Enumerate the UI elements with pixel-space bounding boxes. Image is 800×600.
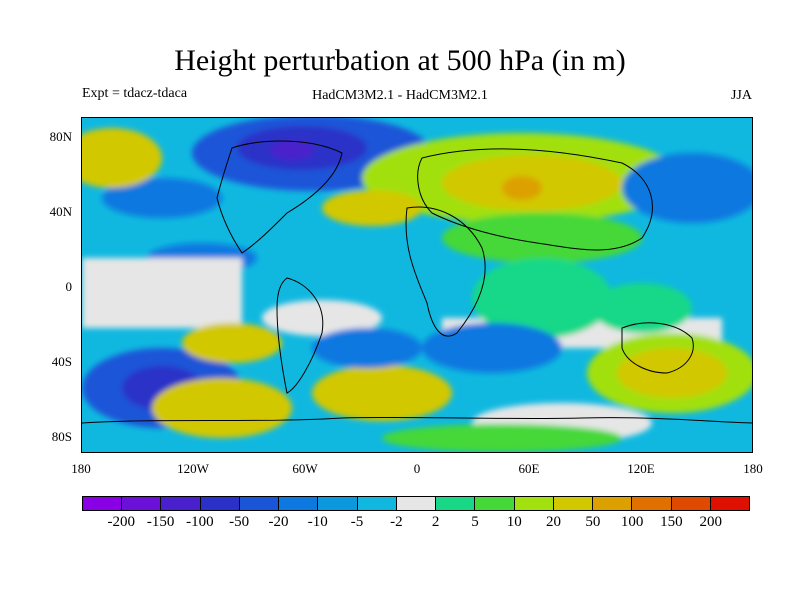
- legend-swatch: [710, 497, 749, 510]
- legend-swatch: [475, 497, 515, 510]
- chart-title: Height perturbation at 500 hPa (in m): [174, 44, 626, 77]
- height-perturbation-map: [82, 118, 752, 452]
- legend-label: -200: [107, 514, 136, 530]
- legend-swatch: [396, 497, 437, 510]
- legend-swatch: [161, 497, 201, 510]
- legend-label: 50: [585, 514, 601, 530]
- season-label: JJA: [730, 88, 752, 103]
- legend-swatch: [200, 497, 240, 510]
- lon-label-120w: 120W: [177, 461, 209, 476]
- lon-label-60e: 60E: [518, 461, 540, 476]
- lat-label-80n: 80N: [49, 129, 72, 144]
- legend-swatch: [514, 497, 554, 510]
- legend-swatch: [357, 497, 397, 510]
- lon-label-120e: 120E: [627, 461, 655, 476]
- lon-label-180-west: 180: [71, 461, 91, 476]
- legend-label: 20: [546, 514, 562, 530]
- legend-label: 150: [660, 514, 683, 530]
- model-label: HadCM3M2.1 - HadCM3M2.1: [312, 88, 488, 103]
- lat-label-0: 0: [65, 279, 73, 294]
- coastlines: [82, 140, 752, 424]
- legend-swatch: [632, 497, 672, 510]
- legend-label: 200: [699, 514, 722, 530]
- legend-label: 5: [471, 514, 479, 530]
- lon-label-60w: 60W: [292, 461, 318, 476]
- legend-swatch: [239, 497, 280, 510]
- legend-swatch: [553, 497, 594, 510]
- legend-label: -10: [307, 514, 328, 530]
- legend-label: -5: [350, 514, 364, 530]
- legend-label: -2: [390, 514, 403, 530]
- legend-label: 10: [506, 514, 522, 530]
- map-panel: [81, 117, 753, 453]
- legend-label: -50: [229, 514, 250, 530]
- color-legend: [82, 496, 750, 511]
- lon-label-0: 0: [413, 461, 421, 476]
- experiment-label: Expt = tdacz-tdaca: [82, 86, 188, 101]
- legend-swatch: [122, 497, 162, 510]
- legend-label: 2: [431, 514, 440, 530]
- legend-label: 100: [620, 514, 644, 530]
- legend-swatch: [83, 497, 123, 510]
- legend-label: -20: [268, 514, 289, 530]
- lat-label-40s: 40S: [51, 354, 72, 369]
- lat-label-80s: 80S: [51, 429, 72, 444]
- legend-swatch: [279, 497, 319, 510]
- legend-swatch: [593, 497, 633, 510]
- legend-swatch: [318, 497, 358, 510]
- legend-label: -100: [186, 514, 214, 530]
- legend-swatch: [436, 497, 476, 510]
- lat-label-40n: 40N: [49, 204, 72, 219]
- lon-label-180-east: 180: [743, 461, 763, 476]
- legend-swatch: [671, 497, 711, 510]
- legend-label: -150: [146, 514, 175, 530]
